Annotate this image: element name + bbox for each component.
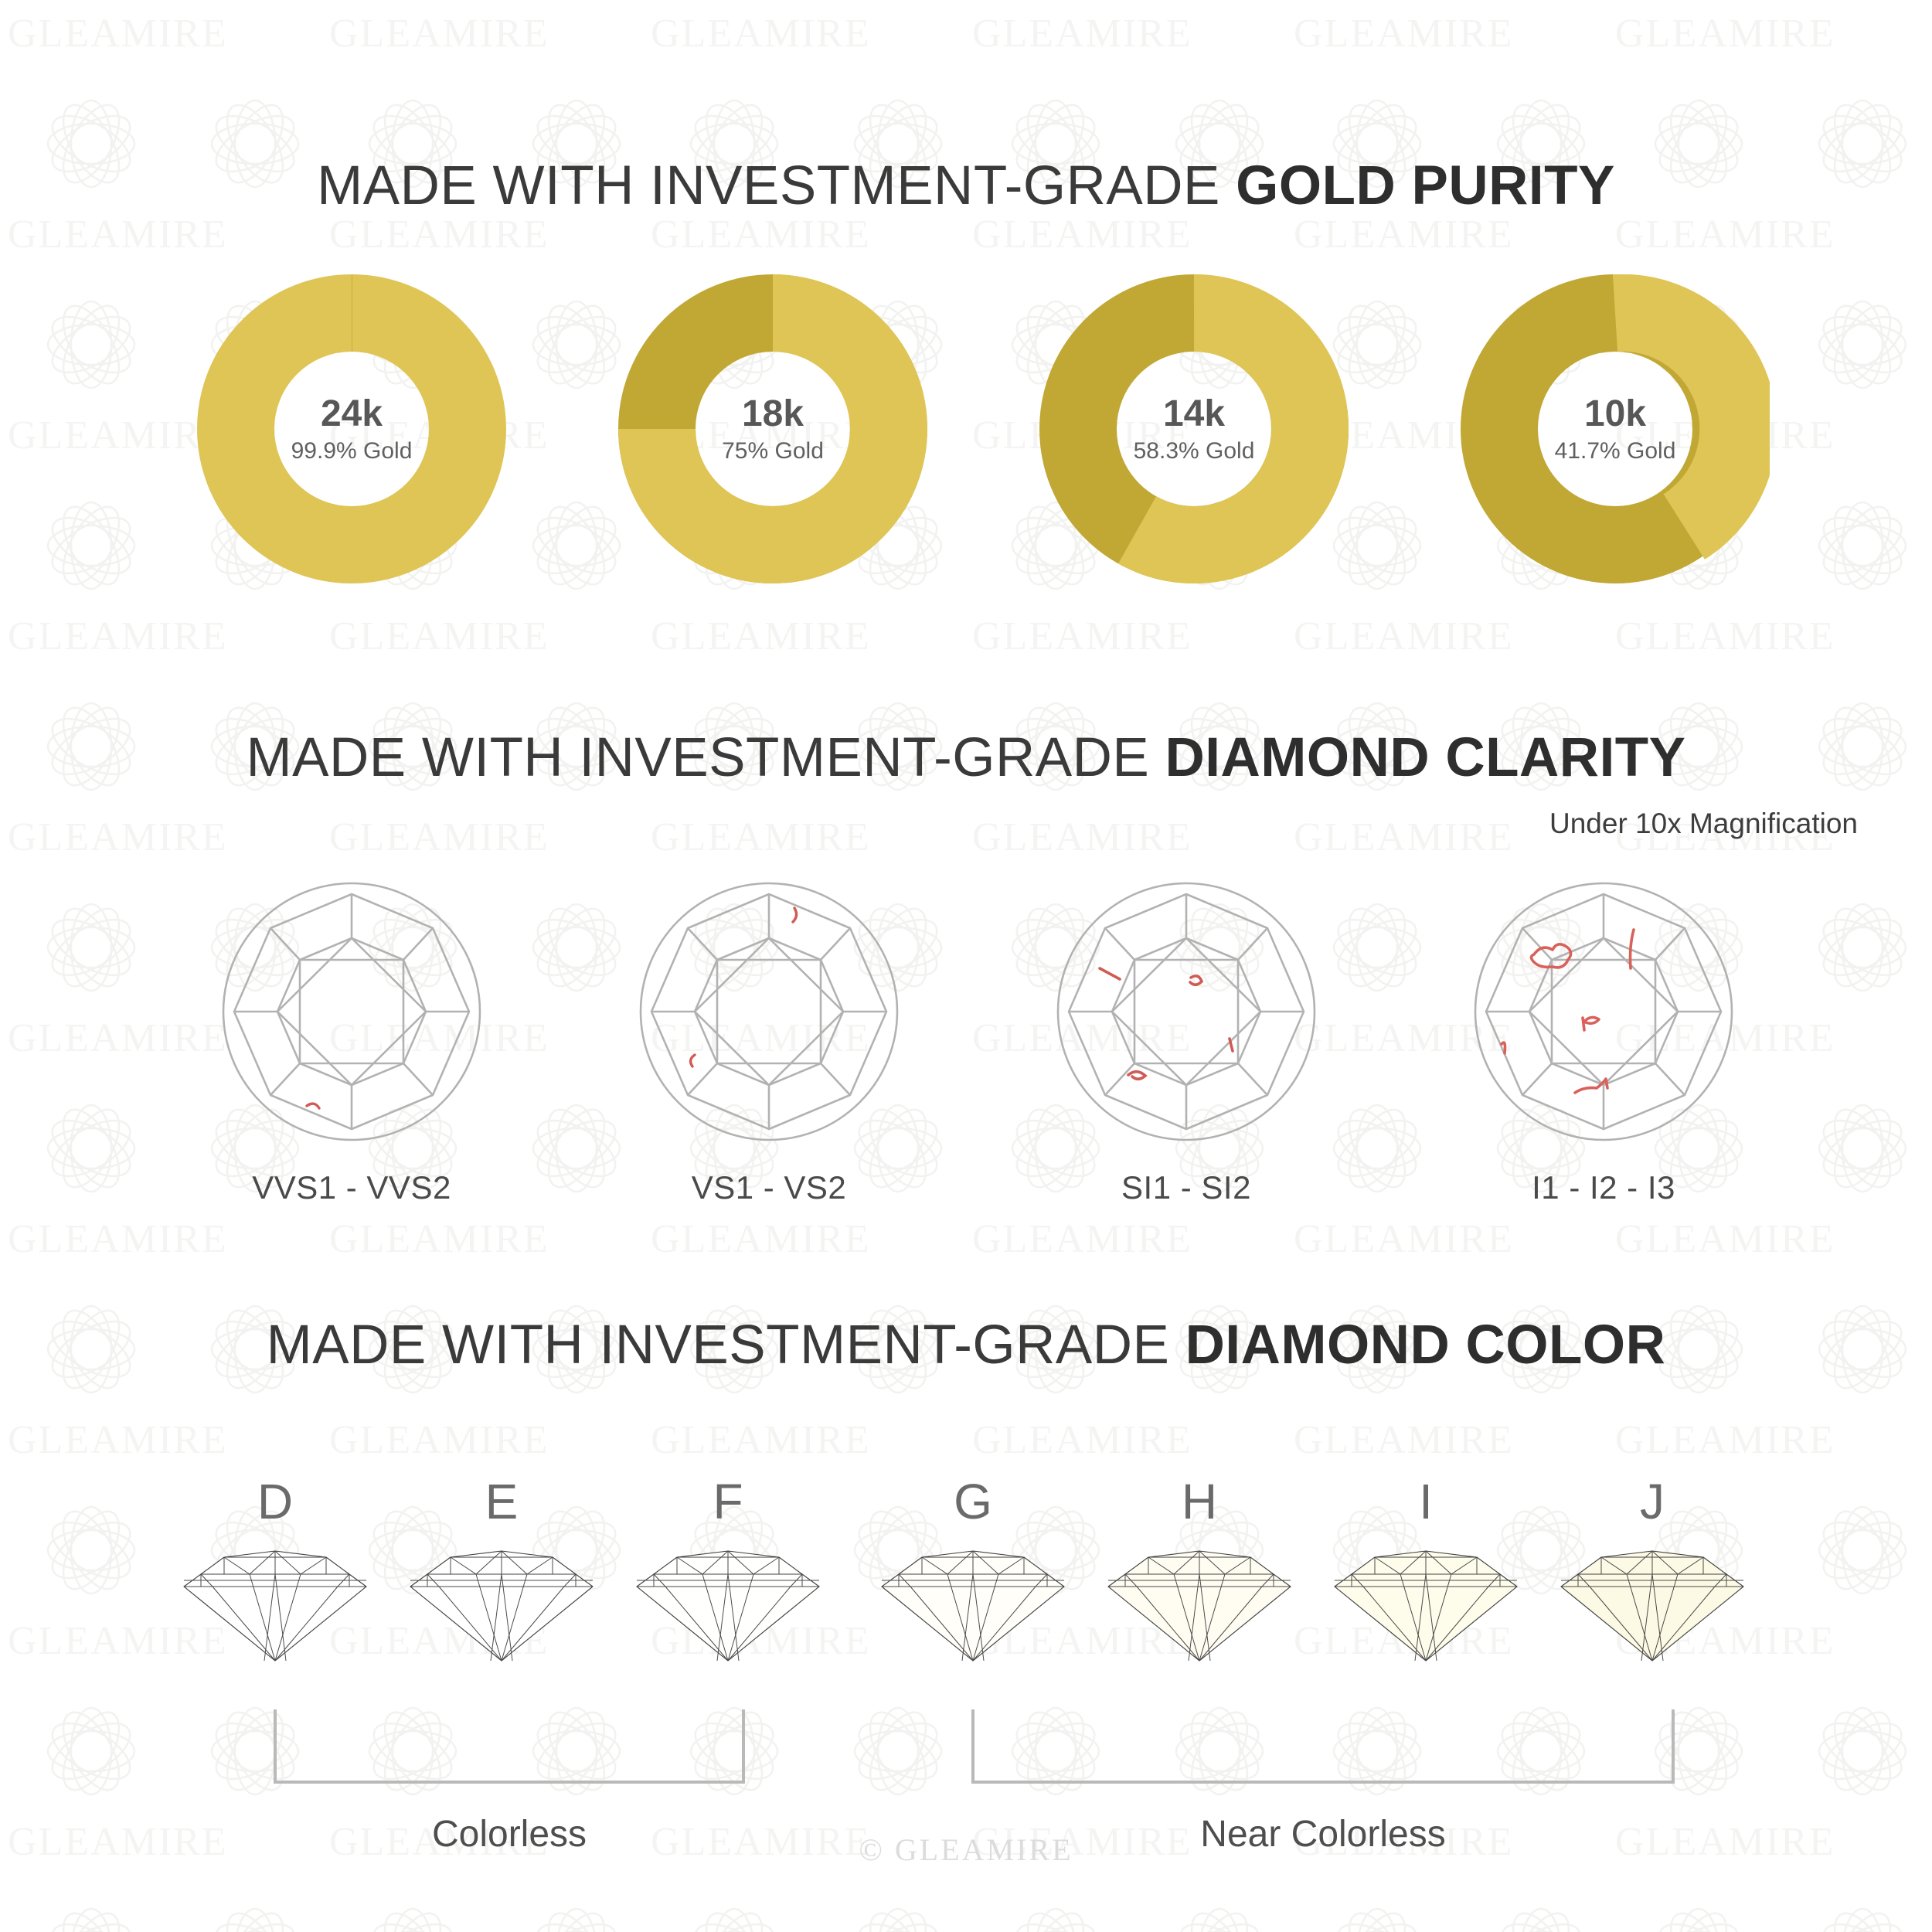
diamond-side-view-H — [1107, 1550, 1291, 1662]
title-prefix: MADE WITH INVESTMENT-GRADE — [317, 155, 1236, 216]
diamond-side-view-D — [183, 1550, 367, 1662]
color-grade-D: D — [178, 1477, 372, 1662]
color-grade-G: G — [876, 1477, 1070, 1662]
footer-copyright: © GLEAMIRE — [859, 1832, 1073, 1867]
color-grade-H: H — [1102, 1477, 1297, 1662]
inclusion-marks — [689, 906, 798, 1068]
donut-chart-row: 24k 99.9% Gold 18k 75% Gold — [0, 274, 1932, 607]
donut-chart-14k: 14k 58.3% Gold — [1039, 274, 1349, 583]
section-title-diamond-clarity: MADE WITH INVESTMENT-GRADE DIAMOND CLARI… — [0, 726, 1932, 789]
diamond-side-view-G — [881, 1550, 1065, 1662]
donut-chart-10k: 10k 41.7% Gold — [1461, 274, 1770, 583]
color-grade-J: J — [1555, 1477, 1750, 1662]
color-grade-E: E — [404, 1477, 599, 1662]
color-letter: E — [485, 1474, 519, 1529]
diamond-side-view-E — [410, 1550, 594, 1662]
color-letter: F — [713, 1474, 743, 1529]
clarity-item-vvs: VVS1 - VVS2 — [220, 880, 483, 1206]
round-brilliant-plot-si — [1056, 882, 1316, 1141]
color-grade-I: I — [1328, 1477, 1523, 1662]
clarity-item-si: SI1 - SI2 — [1055, 880, 1318, 1206]
color-letter: D — [257, 1474, 294, 1529]
clarity-item-i: I1 - I2 - I3 — [1472, 880, 1735, 1206]
diamond-side-view-F — [636, 1550, 820, 1662]
donut-chart-24k: 24k 99.9% Gold — [197, 274, 506, 583]
clarity-label: I1 - I2 - I3 — [1532, 1169, 1675, 1206]
inclusion-mark — [305, 1102, 321, 1110]
color-grade-row: D — [0, 1477, 1932, 1662]
title-emphasis: GOLD PURITY — [1236, 155, 1615, 216]
section-title-diamond-color: MADE WITH INVESTMENT-GRADE DIAMOND COLOR — [0, 1314, 1932, 1376]
title-prefix: MADE WITH INVESTMENT-GRADE — [266, 1315, 1185, 1376]
color-grade-F: F — [631, 1477, 825, 1662]
clarity-diagram-row: VVS1 - VVS2 — [0, 880, 1932, 1206]
title-emphasis: DIAMOND CLARITY — [1165, 727, 1686, 788]
section-diamond-clarity: MADE WITH INVESTMENT-GRADE DIAMOND CLARI… — [0, 726, 1932, 1206]
round-brilliant-plot-vs — [639, 882, 899, 1141]
section-diamond-color: MADE WITH INVESTMENT-GRADE DIAMOND COLOR… — [0, 1314, 1932, 1855]
donut-chart-18k: 18k 75% Gold — [618, 274, 927, 583]
color-letter: J — [1640, 1474, 1665, 1529]
round-brilliant-plot-i — [1474, 882, 1733, 1141]
color-letter: G — [954, 1474, 992, 1529]
magnification-note: Under 10x Magnification — [1549, 808, 1858, 839]
color-letter: I — [1419, 1474, 1433, 1529]
section-title-gold-purity: MADE WITH INVESTMENT-GRADE GOLD PURITY — [0, 155, 1932, 217]
diamond-side-view-I — [1334, 1550, 1518, 1662]
title-emphasis: DIAMOND COLOR — [1185, 1315, 1666, 1376]
diamond-side-view-J — [1560, 1550, 1744, 1662]
clarity-label: VVS1 - VVS2 — [252, 1169, 451, 1206]
section-gold-purity: MADE WITH INVESTMENT-GRADE GOLD PURITY 2… — [0, 155, 1932, 607]
clarity-label: VS1 - VS2 — [691, 1169, 847, 1206]
clarity-item-vs: VS1 - VS2 — [638, 880, 900, 1206]
clarity-label: SI1 - SI2 — [1121, 1169, 1251, 1206]
title-prefix: MADE WITH INVESTMENT-GRADE — [246, 727, 1165, 788]
color-letter: H — [1181, 1474, 1218, 1529]
round-brilliant-plot-vvs — [222, 882, 481, 1141]
